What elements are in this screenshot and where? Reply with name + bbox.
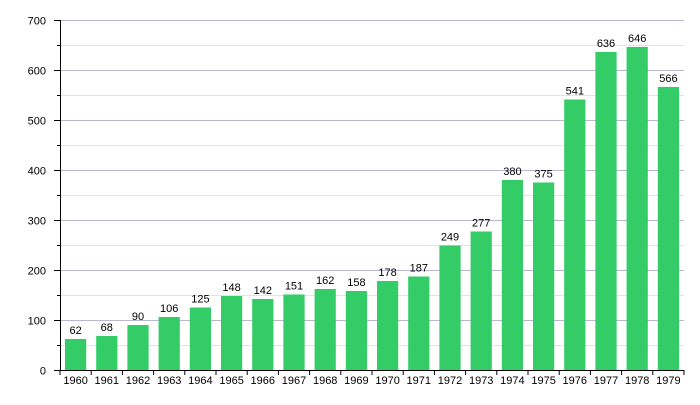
bar-1962: [127, 325, 149, 370]
x-tick-label-1978: 1978: [625, 375, 649, 387]
data-label-1978: 646: [628, 33, 646, 45]
bar-1971: [408, 276, 430, 370]
bar-1968: [314, 289, 336, 370]
x-tick-label-1964: 1964: [188, 375, 212, 387]
bar-1974: [501, 180, 524, 370]
x-tick-label-1960: 1960: [63, 375, 87, 387]
bar-series: [64, 47, 680, 370]
bar-1966: [252, 299, 274, 370]
x-tick-label-1975: 1975: [531, 375, 555, 387]
bar-1969: [345, 291, 368, 370]
x-tick-label-1966: 1966: [251, 375, 275, 387]
x-tick-label-1973: 1973: [469, 375, 493, 387]
bar-1963: [158, 317, 180, 370]
x-tick-label-1963: 1963: [157, 375, 181, 387]
x-tick-label-1969: 1969: [344, 375, 368, 387]
x-tick-label-1965: 1965: [219, 375, 243, 387]
data-label-1965: 148: [222, 282, 240, 294]
x-tick-label-1961: 1961: [95, 375, 119, 387]
y-tick-label: 300: [28, 216, 46, 228]
bar-1975: [532, 182, 555, 370]
x-tick-label-1967: 1967: [282, 375, 306, 387]
x-tick-label-1979: 1979: [656, 375, 680, 387]
data-label-1964: 125: [191, 294, 209, 306]
data-label-1974: 380: [503, 166, 521, 178]
bar-1977: [595, 52, 617, 370]
bar-1979: [657, 87, 680, 370]
x-tick-label-1976: 1976: [563, 375, 587, 387]
data-label-1962: 90: [132, 311, 144, 323]
data-label-1976: 541: [566, 86, 584, 98]
grid-lines: [60, 20, 684, 346]
data-label-1970: 178: [378, 267, 396, 279]
axes: [54, 20, 685, 375]
x-tick-label-1974: 1974: [500, 375, 524, 387]
x-tick-label-1970: 1970: [375, 375, 399, 387]
y-tick-label: 600: [28, 66, 46, 78]
y-tick-label: 700: [28, 16, 46, 28]
data-label-1973: 277: [472, 218, 490, 230]
data-label-1972: 249: [441, 232, 459, 244]
data-label-1979: 566: [659, 73, 677, 85]
data-label-1971: 187: [410, 263, 428, 275]
data-label-1961: 68: [101, 322, 113, 334]
data-label-1968: 162: [316, 275, 334, 287]
x-tick-label-1971: 1971: [407, 375, 431, 387]
bar-1961: [96, 336, 118, 370]
data-label-1975: 375: [534, 169, 552, 181]
bar-1970: [376, 281, 399, 370]
bar-1967: [283, 294, 305, 370]
x-tick-label-1977: 1977: [594, 375, 618, 387]
data-label-1969: 158: [347, 277, 365, 289]
bar-1972: [439, 245, 461, 370]
y-tick-label: 200: [28, 266, 46, 278]
bar-1978: [626, 47, 648, 370]
bar-1973: [470, 231, 492, 370]
y-tick-label: 500: [28, 116, 46, 128]
labels: 0 100 200 300 400 500 600 700 62 1960 68 1961 90 1962…: [28, 16, 681, 388]
data-label-1967: 151: [285, 281, 303, 293]
x-tick-label-1972: 1972: [438, 375, 462, 387]
data-label-1963: 106: [160, 303, 178, 315]
bar-1960: [64, 339, 87, 370]
bar-1965: [220, 296, 243, 370]
data-label-1960: 62: [69, 325, 81, 337]
x-tick-label-1962: 1962: [126, 375, 150, 387]
y-tick-label: 400: [28, 166, 46, 178]
bar-1976: [564, 99, 586, 370]
y-tick-label: 0: [40, 366, 46, 378]
x-tick-label-1968: 1968: [313, 375, 337, 387]
y-tick-label: 100: [28, 316, 46, 328]
bar-1964: [189, 307, 212, 370]
data-label-1966: 142: [254, 285, 272, 297]
data-label-1977: 636: [597, 38, 615, 50]
